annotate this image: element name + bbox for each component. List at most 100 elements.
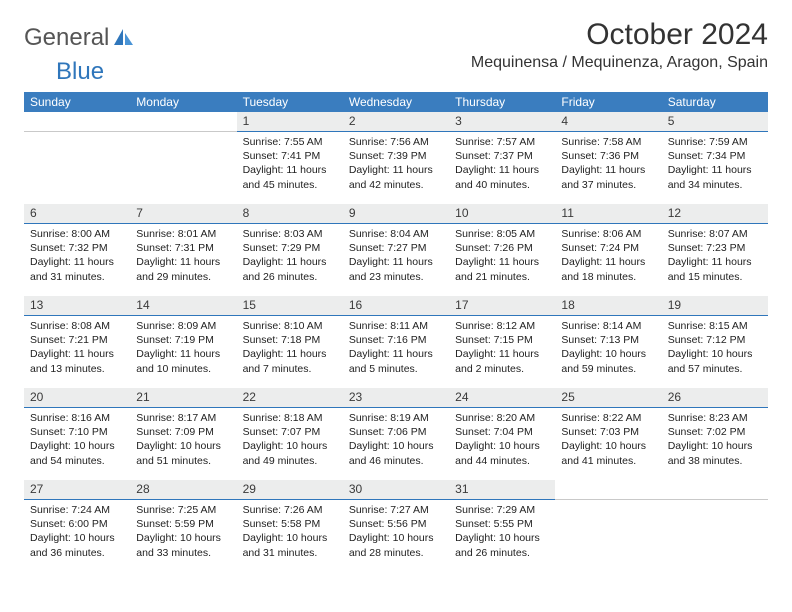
week-body-row: Sunrise: 8:08 AMSunset: 7:21 PMDaylight:… xyxy=(24,316,768,388)
day-number: 4 xyxy=(555,112,661,132)
daylight-line: Daylight: 10 hours and 57 minutes. xyxy=(668,347,762,375)
sunset-line: Sunset: 7:12 PM xyxy=(668,333,762,347)
sunrise-line: Sunrise: 8:03 AM xyxy=(243,227,337,241)
sunset-line: Sunset: 7:13 PM xyxy=(561,333,655,347)
daylight-line: Daylight: 11 hours and 5 minutes. xyxy=(349,347,443,375)
week-daynum-row: 12345 xyxy=(24,112,768,132)
day-details: Sunrise: 8:19 AMSunset: 7:06 PMDaylight:… xyxy=(343,408,449,480)
daylight-line: Daylight: 10 hours and 59 minutes. xyxy=(561,347,655,375)
day-details: Sunrise: 7:29 AMSunset: 5:55 PMDaylight:… xyxy=(449,500,555,572)
sunrise-line: Sunrise: 8:04 AM xyxy=(349,227,443,241)
sunrise-line: Sunrise: 8:10 AM xyxy=(243,319,337,333)
sunrise-line: Sunrise: 8:16 AM xyxy=(30,411,124,425)
sunrise-line: Sunrise: 8:09 AM xyxy=(136,319,230,333)
logo-text-blue: Blue xyxy=(56,58,104,86)
empty-cell xyxy=(24,112,130,132)
daylight-line: Daylight: 11 hours and 15 minutes. xyxy=(668,255,762,283)
sunrise-line: Sunrise: 8:00 AM xyxy=(30,227,124,241)
empty-cell xyxy=(130,132,236,204)
day-number: 12 xyxy=(662,204,768,224)
weekday-label: Thursday xyxy=(449,92,555,112)
daylight-line: Daylight: 10 hours and 36 minutes. xyxy=(30,531,124,559)
daylight-line: Daylight: 10 hours and 38 minutes. xyxy=(668,439,762,467)
day-number: 28 xyxy=(130,480,236,500)
sunset-line: Sunset: 7:31 PM xyxy=(136,241,230,255)
daylight-line: Daylight: 11 hours and 18 minutes. xyxy=(561,255,655,283)
week-body-row: Sunrise: 8:16 AMSunset: 7:10 PMDaylight:… xyxy=(24,408,768,480)
daylight-line: Daylight: 10 hours and 54 minutes. xyxy=(30,439,124,467)
daylight-line: Daylight: 11 hours and 42 minutes. xyxy=(349,163,443,191)
day-number: 5 xyxy=(662,112,768,132)
day-number: 10 xyxy=(449,204,555,224)
day-details: Sunrise: 8:09 AMSunset: 7:19 PMDaylight:… xyxy=(130,316,236,388)
day-details: Sunrise: 7:26 AMSunset: 5:58 PMDaylight:… xyxy=(237,500,343,572)
day-details: Sunrise: 8:18 AMSunset: 7:07 PMDaylight:… xyxy=(237,408,343,480)
day-details: Sunrise: 8:08 AMSunset: 7:21 PMDaylight:… xyxy=(24,316,130,388)
day-number: 20 xyxy=(24,388,130,408)
daylight-line: Daylight: 11 hours and 21 minutes. xyxy=(455,255,549,283)
day-number: 21 xyxy=(130,388,236,408)
day-number: 14 xyxy=(130,296,236,316)
day-details: Sunrise: 7:55 AMSunset: 7:41 PMDaylight:… xyxy=(237,132,343,204)
sunset-line: Sunset: 7:34 PM xyxy=(668,149,762,163)
day-details: Sunrise: 8:10 AMSunset: 7:18 PMDaylight:… xyxy=(237,316,343,388)
day-details: Sunrise: 7:57 AMSunset: 7:37 PMDaylight:… xyxy=(449,132,555,204)
month-title: October 2024 xyxy=(471,18,768,52)
day-details: Sunrise: 8:00 AMSunset: 7:32 PMDaylight:… xyxy=(24,224,130,296)
sunrise-line: Sunrise: 7:57 AM xyxy=(455,135,549,149)
day-details: Sunrise: 8:06 AMSunset: 7:24 PMDaylight:… xyxy=(555,224,661,296)
day-details: Sunrise: 7:25 AMSunset: 5:59 PMDaylight:… xyxy=(130,500,236,572)
sunset-line: Sunset: 7:26 PM xyxy=(455,241,549,255)
sunset-line: Sunset: 7:37 PM xyxy=(455,149,549,163)
day-number: 17 xyxy=(449,296,555,316)
empty-cell xyxy=(130,112,236,132)
day-number: 3 xyxy=(449,112,555,132)
sunset-line: Sunset: 7:10 PM xyxy=(30,425,124,439)
sunset-line: Sunset: 7:41 PM xyxy=(243,149,337,163)
day-details: Sunrise: 8:16 AMSunset: 7:10 PMDaylight:… xyxy=(24,408,130,480)
sunrise-line: Sunrise: 8:17 AM xyxy=(136,411,230,425)
calendar: SundayMondayTuesdayWednesdayThursdayFrid… xyxy=(24,92,768,572)
daylight-line: Daylight: 11 hours and 34 minutes. xyxy=(668,163,762,191)
weekday-label: Friday xyxy=(555,92,661,112)
daylight-line: Daylight: 10 hours and 44 minutes. xyxy=(455,439,549,467)
sunrise-line: Sunrise: 7:24 AM xyxy=(30,503,124,517)
logo: General xyxy=(24,18,137,52)
week-body-row: Sunrise: 7:24 AMSunset: 6:00 PMDaylight:… xyxy=(24,500,768,572)
day-details: Sunrise: 8:05 AMSunset: 7:26 PMDaylight:… xyxy=(449,224,555,296)
weekday-label: Wednesday xyxy=(343,92,449,112)
day-details: Sunrise: 7:56 AMSunset: 7:39 PMDaylight:… xyxy=(343,132,449,204)
daylight-line: Daylight: 11 hours and 26 minutes. xyxy=(243,255,337,283)
sunset-line: Sunset: 5:58 PM xyxy=(243,517,337,531)
day-number: 26 xyxy=(662,388,768,408)
daylight-line: Daylight: 10 hours and 41 minutes. xyxy=(561,439,655,467)
day-details: Sunrise: 8:22 AMSunset: 7:03 PMDaylight:… xyxy=(555,408,661,480)
day-details: Sunrise: 7:24 AMSunset: 6:00 PMDaylight:… xyxy=(24,500,130,572)
day-details: Sunrise: 8:07 AMSunset: 7:23 PMDaylight:… xyxy=(662,224,768,296)
empty-cell xyxy=(555,480,661,500)
day-details: Sunrise: 8:23 AMSunset: 7:02 PMDaylight:… xyxy=(662,408,768,480)
sunrise-line: Sunrise: 8:22 AM xyxy=(561,411,655,425)
sunset-line: Sunset: 7:21 PM xyxy=(30,333,124,347)
daylight-line: Daylight: 10 hours and 28 minutes. xyxy=(349,531,443,559)
sunrise-line: Sunrise: 8:18 AM xyxy=(243,411,337,425)
day-number: 19 xyxy=(662,296,768,316)
daylight-line: Daylight: 11 hours and 40 minutes. xyxy=(455,163,549,191)
sunrise-line: Sunrise: 7:59 AM xyxy=(668,135,762,149)
sunrise-line: Sunrise: 8:19 AM xyxy=(349,411,443,425)
sunrise-line: Sunrise: 8:20 AM xyxy=(455,411,549,425)
day-details: Sunrise: 7:27 AMSunset: 5:56 PMDaylight:… xyxy=(343,500,449,572)
sunset-line: Sunset: 7:16 PM xyxy=(349,333,443,347)
day-number: 30 xyxy=(343,480,449,500)
sunset-line: Sunset: 7:15 PM xyxy=(455,333,549,347)
daylight-line: Daylight: 11 hours and 45 minutes. xyxy=(243,163,337,191)
sunrise-line: Sunrise: 8:23 AM xyxy=(668,411,762,425)
daylight-line: Daylight: 10 hours and 51 minutes. xyxy=(136,439,230,467)
weekday-header: SundayMondayTuesdayWednesdayThursdayFrid… xyxy=(24,92,768,112)
empty-cell xyxy=(555,500,661,572)
day-details: Sunrise: 8:04 AMSunset: 7:27 PMDaylight:… xyxy=(343,224,449,296)
sunrise-line: Sunrise: 8:01 AM xyxy=(136,227,230,241)
sunrise-line: Sunrise: 7:58 AM xyxy=(561,135,655,149)
day-number: 2 xyxy=(343,112,449,132)
sunset-line: Sunset: 7:23 PM xyxy=(668,241,762,255)
